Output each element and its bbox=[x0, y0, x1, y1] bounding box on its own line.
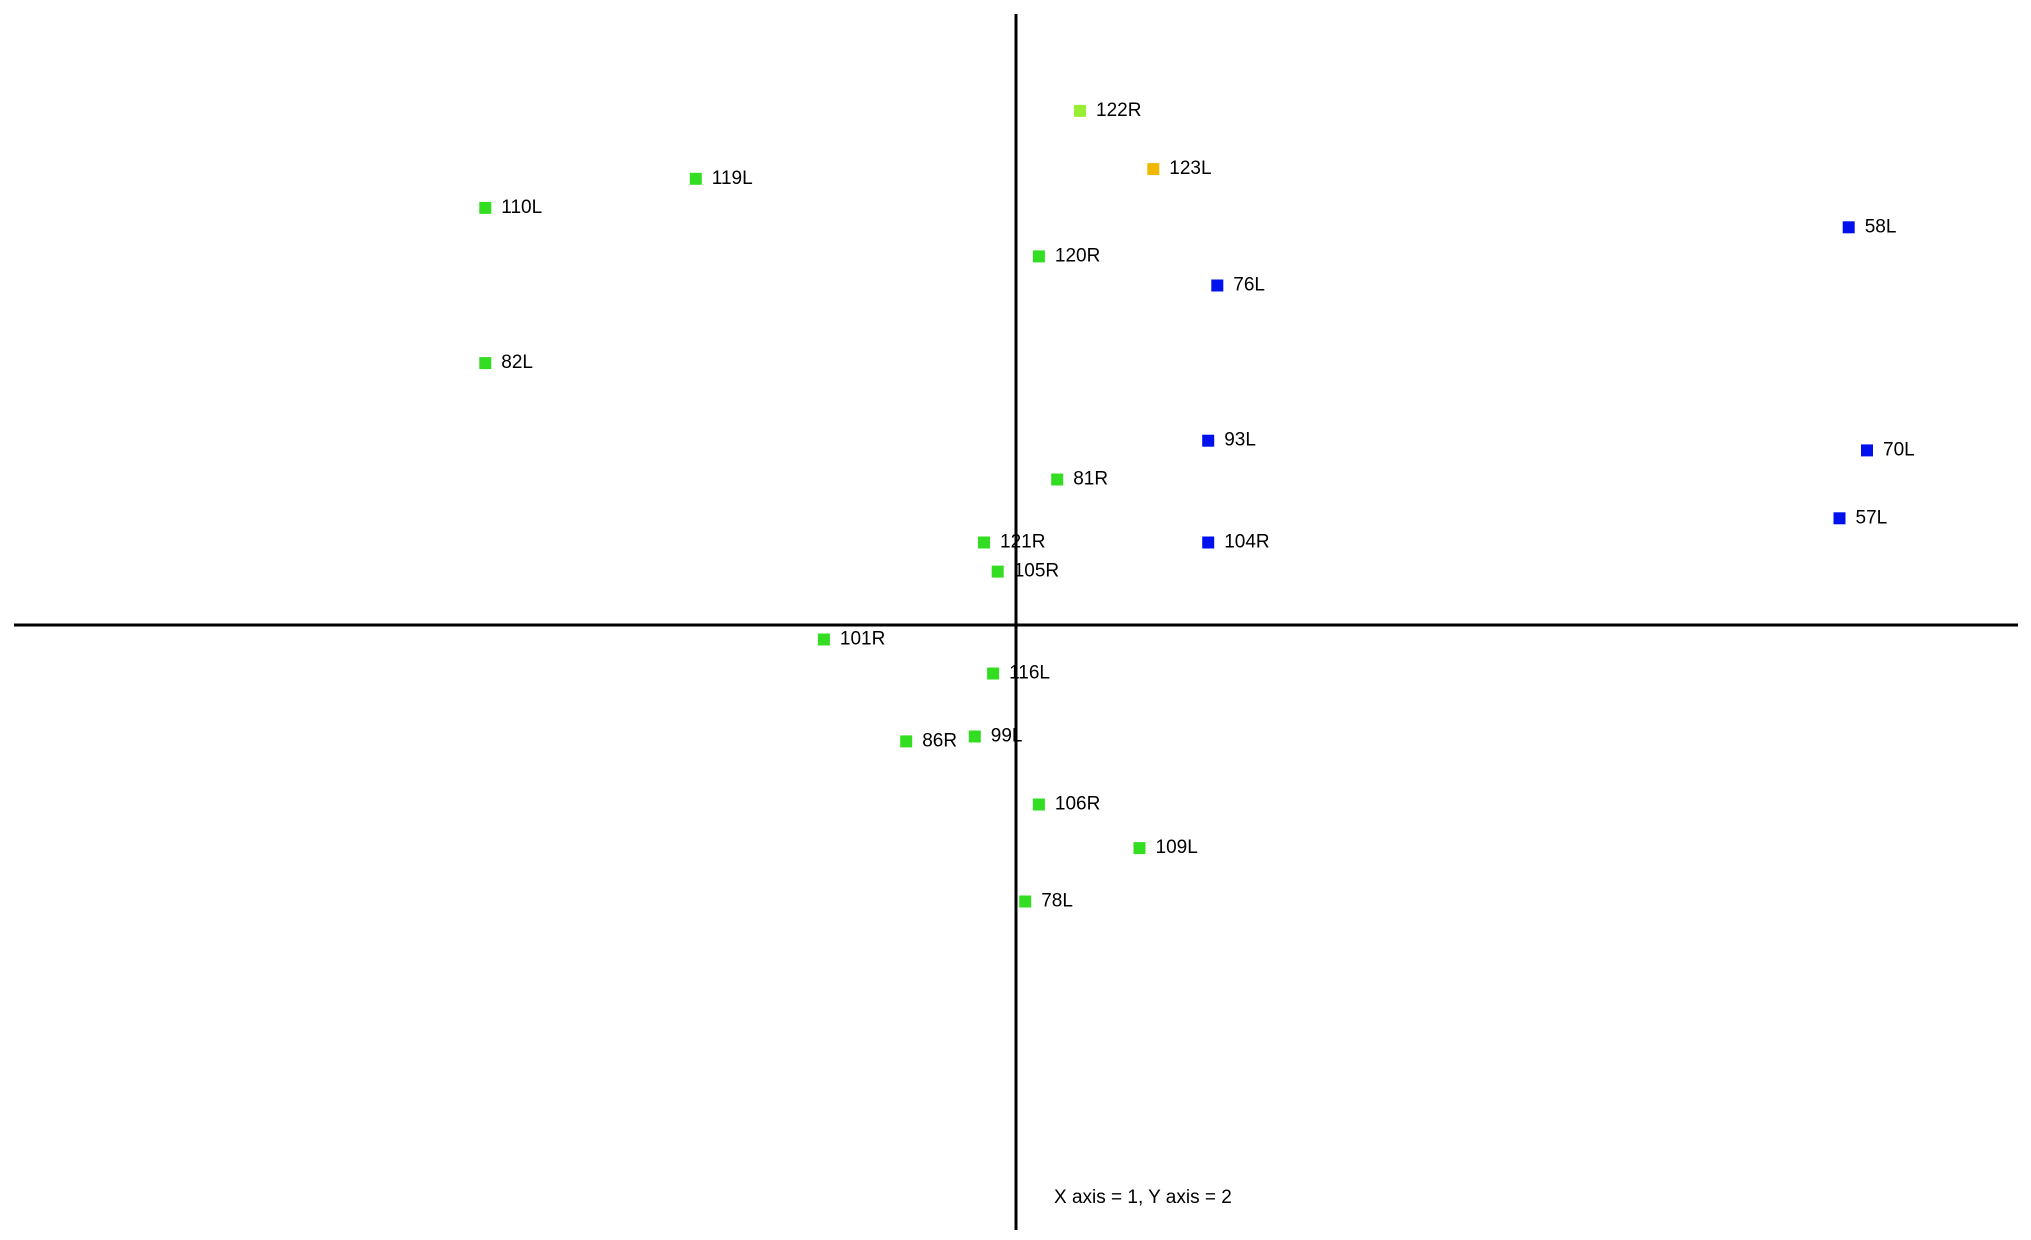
data-point: 121R bbox=[978, 532, 1045, 553]
data-point-label: 86R bbox=[922, 730, 957, 751]
data-point: 105R bbox=[991, 561, 1059, 582]
data-point: 123L bbox=[1147, 158, 1212, 179]
data-point: 58L bbox=[1842, 216, 1897, 237]
data-point-label: 123L bbox=[1169, 158, 1211, 179]
data-point-marker bbox=[1074, 104, 1086, 117]
data-point-marker bbox=[1202, 434, 1215, 447]
data-point: 99L bbox=[968, 726, 1023, 747]
data-point-marker bbox=[1133, 842, 1146, 855]
data-point-marker bbox=[1202, 536, 1215, 549]
data-points: 122R 123L 119L 110L 58L 120R 76L 82L 93L 70L 81R 57… bbox=[479, 100, 1915, 912]
axis-caption: X axis = 1, Y axis = 2 bbox=[1054, 1187, 1232, 1208]
data-point-label: 106R bbox=[1055, 794, 1100, 815]
data-point: 76L bbox=[1211, 275, 1265, 296]
data-point-marker bbox=[1833, 512, 1846, 525]
data-point-marker bbox=[479, 201, 492, 214]
data-point-label: 57L bbox=[1856, 507, 1888, 528]
data-point-label: 105R bbox=[1014, 561, 1059, 582]
data-point: 78L bbox=[1019, 891, 1073, 912]
data-point: 101R bbox=[817, 629, 885, 650]
data-point-label: 82L bbox=[501, 352, 533, 373]
data-point: 104R bbox=[1202, 532, 1270, 553]
data-point-marker bbox=[1019, 895, 1032, 908]
data-point-marker bbox=[817, 633, 830, 646]
data-point-label: 109L bbox=[1156, 837, 1198, 858]
data-point-marker bbox=[900, 735, 913, 748]
data-point-marker bbox=[991, 565, 1004, 578]
data-point-label: 119L bbox=[712, 168, 753, 189]
data-point: 119L bbox=[689, 168, 753, 189]
data-point: 86R bbox=[900, 730, 957, 751]
data-point-label: 99L bbox=[991, 726, 1023, 747]
data-point: 57L bbox=[1833, 507, 1888, 528]
data-point-label: 58L bbox=[1865, 216, 1897, 237]
data-point-label: 110L bbox=[501, 197, 542, 218]
data-point-label: 122R bbox=[1096, 100, 1141, 121]
data-point-marker bbox=[1211, 279, 1224, 292]
data-point: 116L bbox=[987, 663, 1050, 684]
data-point-label: 104R bbox=[1224, 532, 1269, 553]
data-point-label: 78L bbox=[1041, 891, 1073, 912]
data-point-marker bbox=[1842, 221, 1855, 234]
data-point-marker bbox=[1051, 473, 1064, 486]
data-point-label: 116L bbox=[1009, 663, 1050, 684]
data-point-label: 93L bbox=[1224, 430, 1256, 451]
data-point-label: 76L bbox=[1233, 275, 1265, 296]
data-point: 110L bbox=[479, 197, 542, 218]
data-point-label: 81R bbox=[1073, 469, 1108, 490]
data-point: 120R bbox=[1032, 245, 1100, 266]
data-point-label: 120R bbox=[1055, 245, 1100, 266]
data-point-marker bbox=[1032, 250, 1045, 263]
data-point: 93L bbox=[1202, 430, 1256, 451]
data-point-marker bbox=[987, 667, 1000, 680]
data-point: 82L bbox=[479, 352, 533, 373]
data-point-marker bbox=[689, 172, 702, 185]
data-point: 109L bbox=[1133, 837, 1198, 858]
data-point-marker bbox=[479, 357, 492, 370]
data-point-label: 121R bbox=[1000, 532, 1045, 553]
data-point: 106R bbox=[1032, 794, 1100, 815]
data-point-label: 101R bbox=[840, 629, 885, 650]
data-point-marker bbox=[1147, 163, 1160, 176]
data-point: 81R bbox=[1051, 469, 1108, 490]
data-point: 70L bbox=[1861, 439, 1915, 460]
data-point-label: 70L bbox=[1883, 439, 1915, 460]
data-point-marker bbox=[1032, 798, 1045, 811]
data-point-marker bbox=[1861, 444, 1873, 457]
data-point-marker bbox=[978, 536, 990, 549]
data-point-marker bbox=[968, 730, 981, 743]
data-point: 122R bbox=[1074, 100, 1141, 121]
